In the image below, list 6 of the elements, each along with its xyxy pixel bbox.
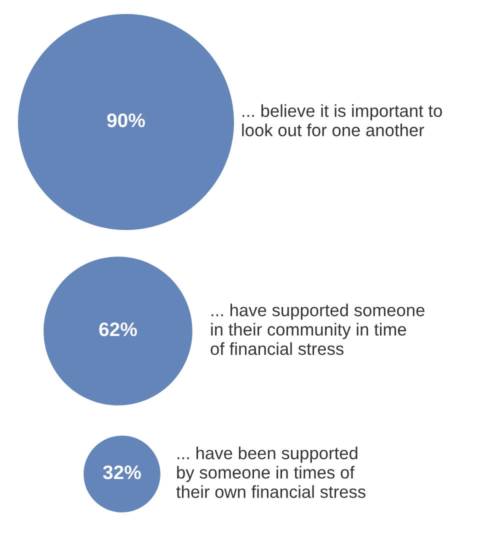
data-label: 62% xyxy=(99,322,137,336)
data-label: 90% xyxy=(107,113,145,128)
data-label: 32% xyxy=(102,465,141,480)
category-label: ... believe it is important to look out for one another xyxy=(242,104,442,136)
category-label: ... have supported someone in their community in time of financial stress xyxy=(210,304,424,355)
category-label: ... have been supported by someone in times of their own financial stress xyxy=(176,446,366,498)
